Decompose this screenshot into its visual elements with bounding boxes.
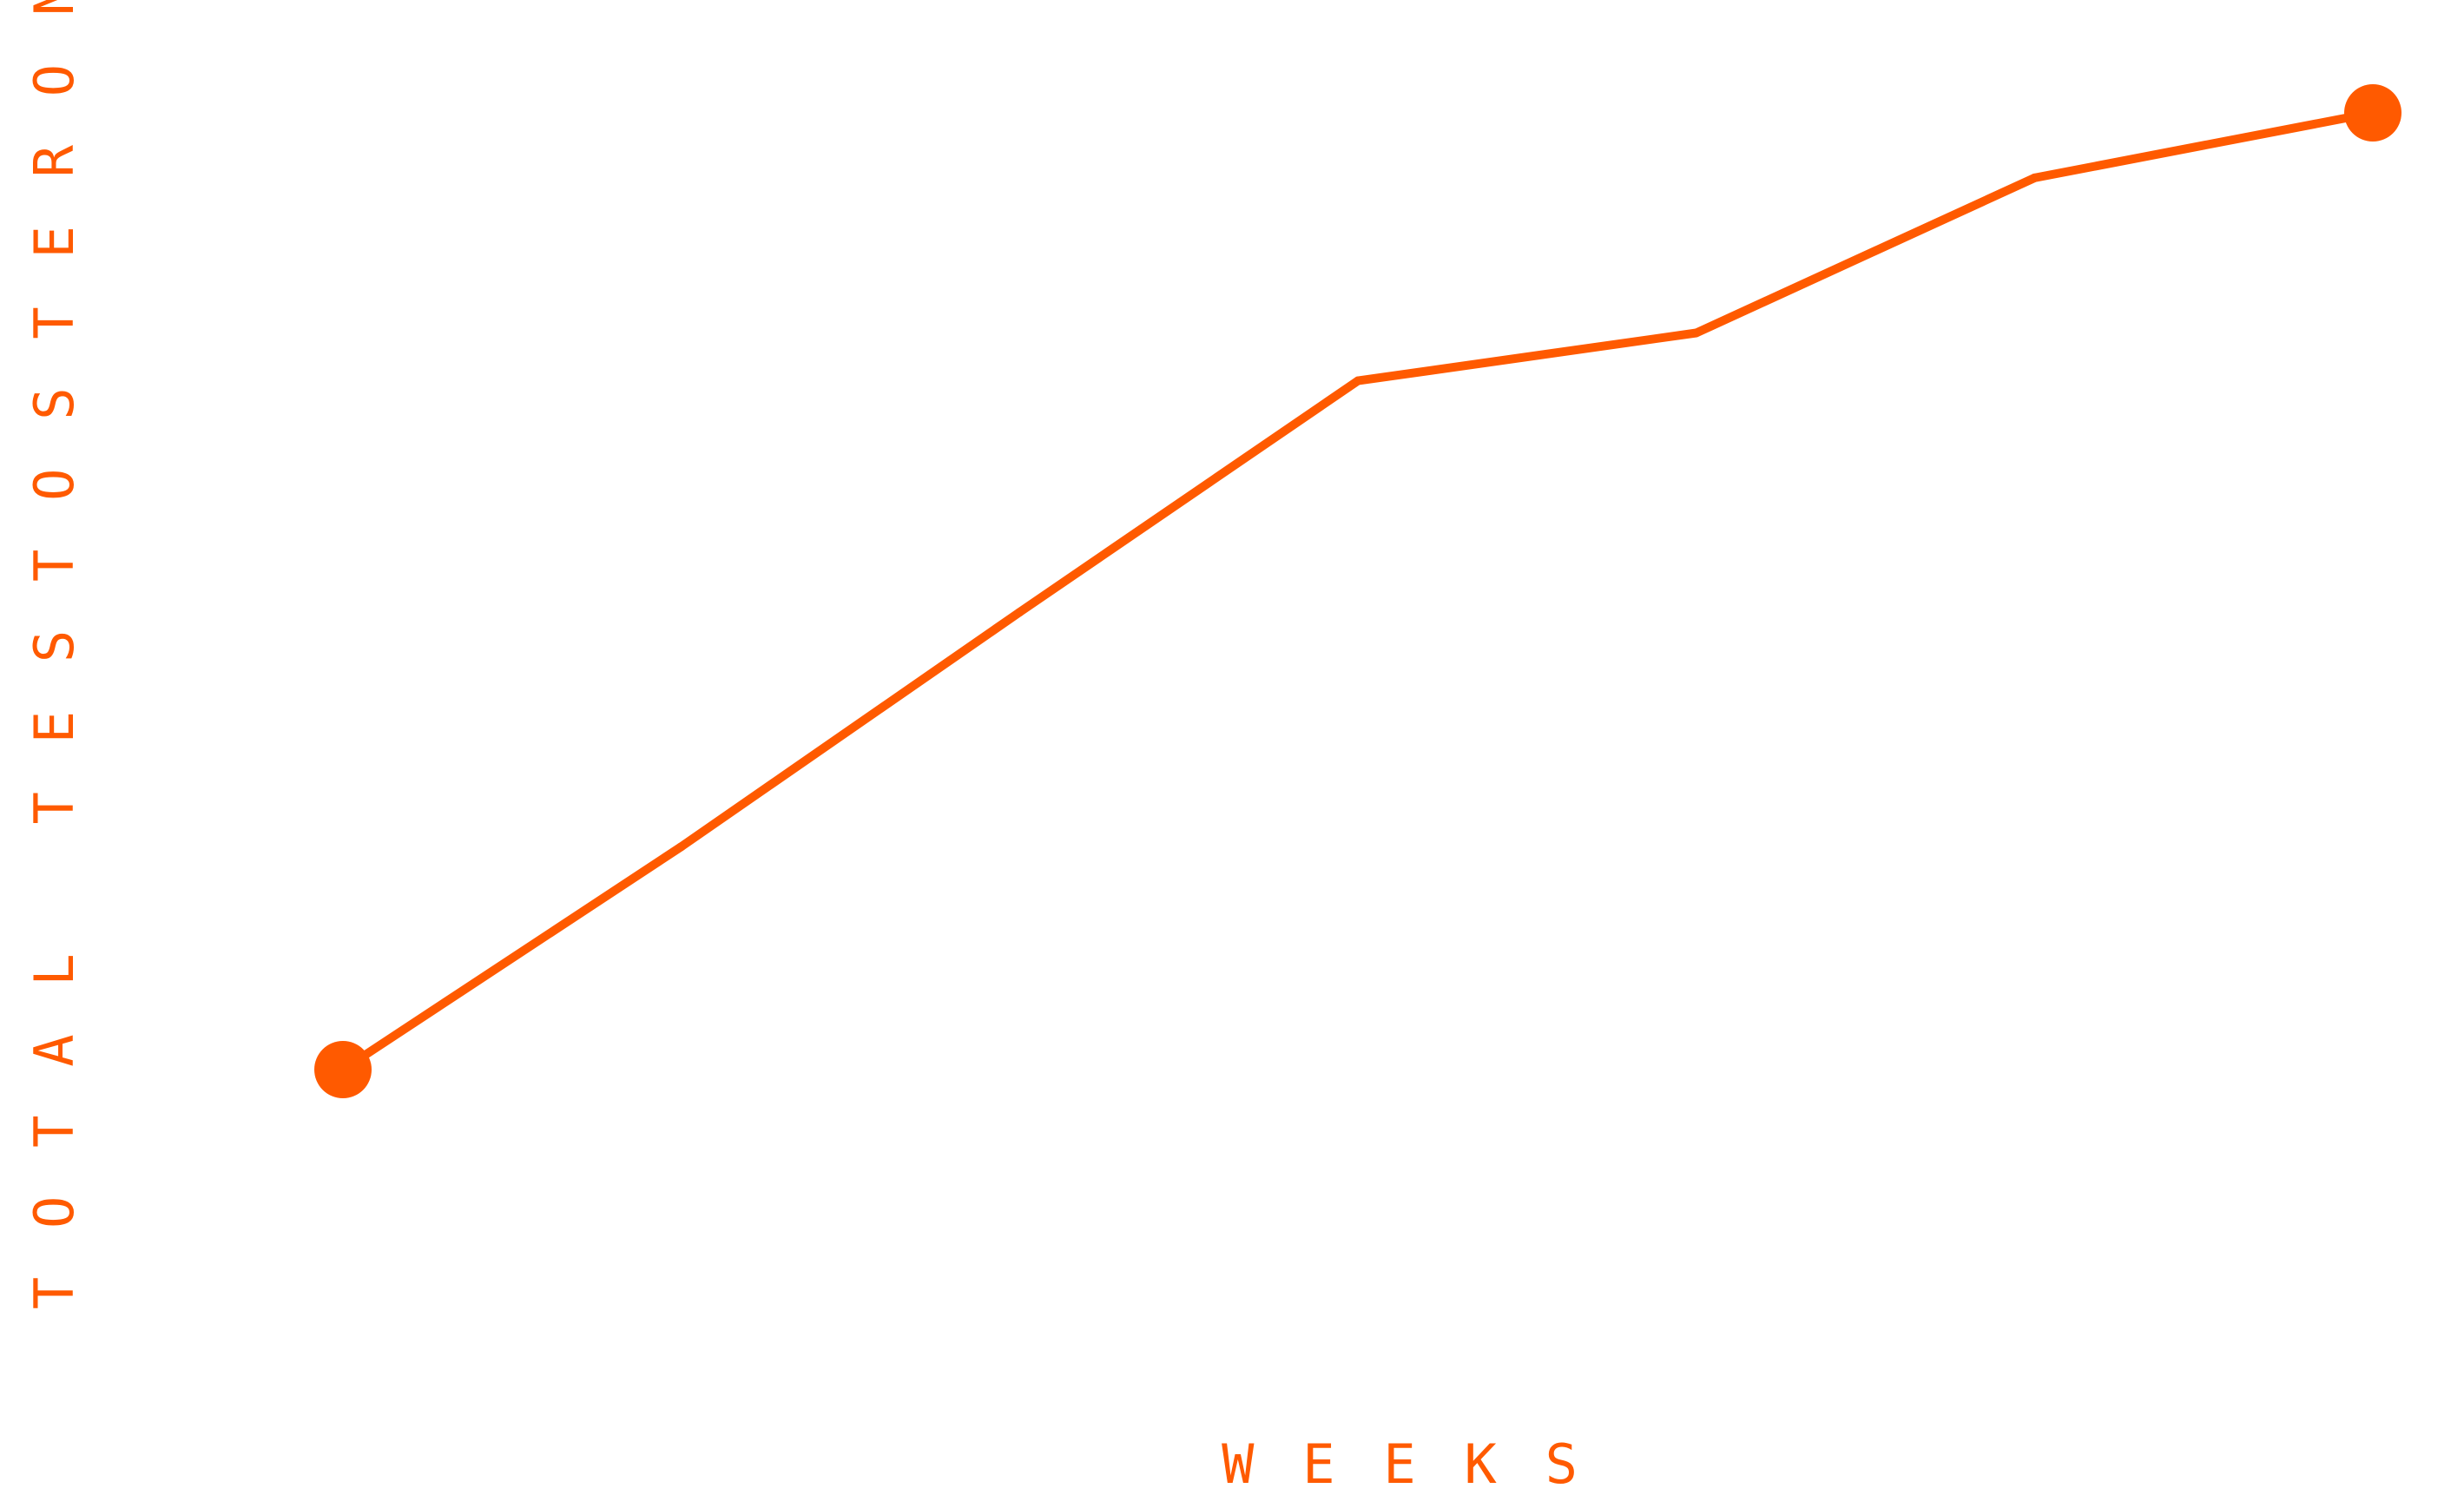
data-point [676, 842, 686, 852]
end-point-marker [2344, 84, 2401, 142]
series-layer [339, 109, 2377, 1074]
y-axis-title: TOTAL TESTOSTERONE [23, 0, 86, 1309]
data-point [1691, 328, 1701, 338]
x-axis-title: WEEKS [1222, 1432, 1626, 1495]
marker-layer [314, 84, 2401, 1098]
start-point-marker [314, 1041, 372, 1098]
series-line-0 [339, 109, 2377, 1074]
data-point [1015, 608, 1024, 617]
data-point [2030, 173, 2039, 182]
data-point [1354, 376, 1362, 385]
